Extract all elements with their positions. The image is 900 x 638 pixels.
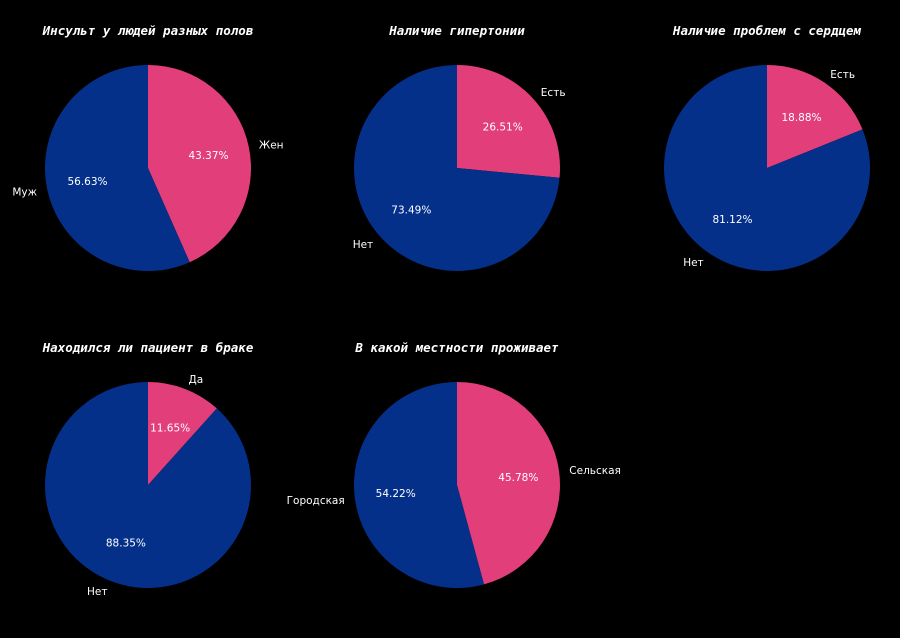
- slice-percent-label: 88.35%: [106, 538, 146, 550]
- pie-slice-Сельская: [457, 382, 560, 585]
- pie-slice-Да: [148, 382, 217, 485]
- pie-slice-Нет: [664, 65, 871, 271]
- slice-percent-label: 43.37%: [188, 150, 228, 162]
- pie-slice-Нет: [354, 65, 560, 271]
- slice-category-label: Есть: [541, 87, 566, 99]
- pie-slice-Муж: [44, 65, 190, 271]
- slice-percent-label: 18.88%: [781, 112, 821, 124]
- slice-percent-label: 54.22%: [376, 488, 416, 500]
- pie-chart-1: Инсульт у людей разных полов 43.37% Жен 56.…: [12, 23, 284, 271]
- chart-title: Наличие гипертонии: [388, 23, 525, 38]
- pie-chart-2: Наличие гипертонии 26.51% Есть 73.49% Нет: [353, 23, 566, 271]
- chart-title: Наличие проблем с сердцем: [672, 23, 862, 38]
- slice-category-label: Нет: [683, 257, 703, 269]
- slice-category-label: Городская: [287, 495, 345, 507]
- pie-slice-Жен: [148, 65, 251, 263]
- slice-percent-label: 26.51%: [483, 121, 523, 133]
- slice-category-label: Нет: [87, 586, 107, 598]
- chart-title: В какой местности проживает: [354, 340, 559, 355]
- pie-chart-3: Наличие проблем с сердцем 18.88% Есть 81.12…: [664, 23, 871, 271]
- pie-slice-Городская: [353, 382, 484, 588]
- pie-slice-Есть: [767, 65, 863, 168]
- pie-slice-Есть: [457, 64, 561, 178]
- slice-category-label: Жен: [259, 140, 284, 152]
- slice-category-label: Да: [189, 374, 204, 386]
- slice-percent-label: 11.65%: [150, 422, 190, 434]
- slice-percent-label: 81.12%: [712, 214, 752, 226]
- slice-percent-label: 56.63%: [67, 176, 107, 188]
- slice-category-label: Сельская: [569, 465, 621, 477]
- pie-slice-Нет: [45, 382, 252, 588]
- chart-title: Инсульт у людей разных полов: [42, 23, 254, 38]
- slice-percent-label: 73.49%: [391, 205, 431, 217]
- pie-chart-4: Находился ли пациент в браке 11.65% Да 88.3…: [42, 340, 254, 598]
- slice-category-label: Нет: [353, 239, 373, 251]
- pie-chart-5: В какой местности проживает 45.78% Сельска…: [287, 340, 621, 588]
- slice-category-label: Муж: [12, 186, 37, 198]
- slice-category-label: Есть: [830, 69, 855, 81]
- slice-percent-label: 45.78%: [498, 472, 538, 484]
- chart-title: Находился ли пациент в браке: [42, 340, 254, 355]
